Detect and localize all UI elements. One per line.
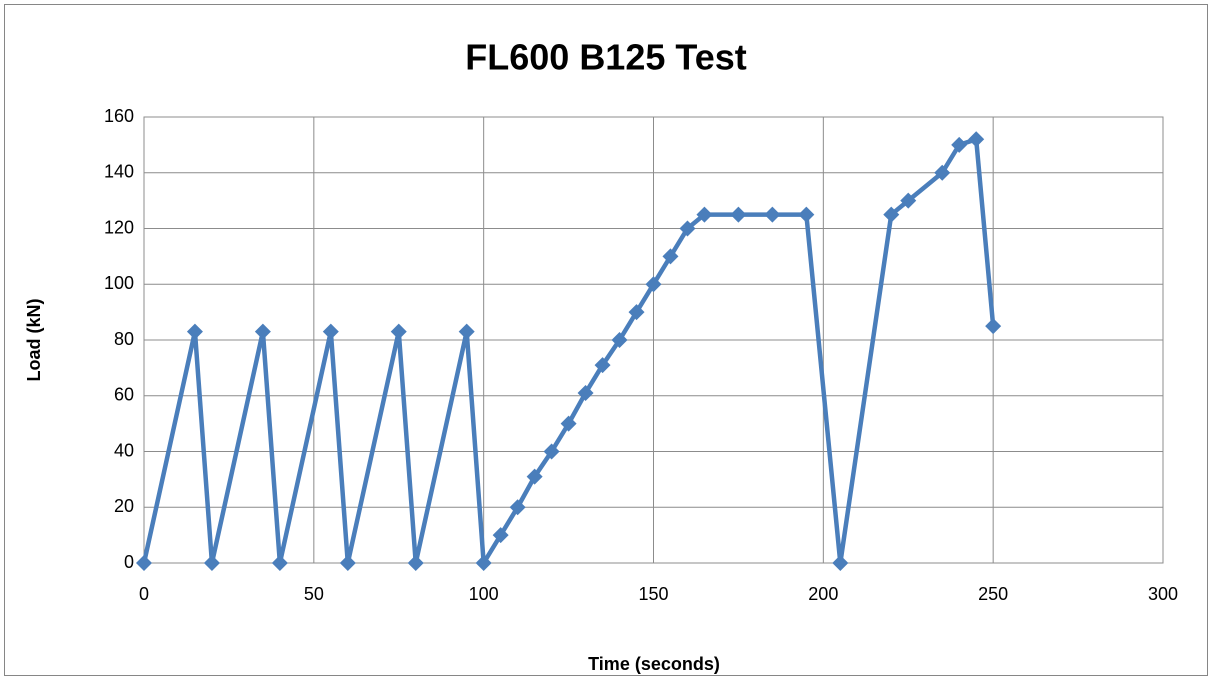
data-marker	[628, 304, 645, 321]
data-marker	[968, 131, 985, 148]
data-marker	[254, 323, 271, 340]
x-tick-label: 50	[304, 584, 324, 604]
x-tick-label: 200	[808, 584, 838, 604]
chart-title: FL600 B125 Test	[465, 37, 746, 78]
x-tick-label: 250	[978, 584, 1008, 604]
y-tick-label: 0	[124, 552, 134, 572]
y-axis-label: Load (kN)	[24, 298, 44, 381]
data-marker	[645, 276, 662, 293]
data-marker	[458, 323, 475, 340]
data-marker	[679, 220, 696, 237]
data-marker	[526, 468, 543, 485]
data-marker	[407, 555, 424, 571]
data-marker	[764, 206, 781, 223]
y-tick-label: 80	[114, 329, 134, 349]
data-marker	[543, 443, 560, 460]
data-marker	[390, 323, 407, 340]
y-tick-label: 160	[104, 106, 134, 126]
y-tick-label: 20	[114, 496, 134, 516]
y-tick-label: 120	[104, 217, 134, 237]
data-marker	[577, 384, 594, 401]
x-tick-label: 300	[1148, 584, 1178, 604]
data-marker	[322, 323, 339, 340]
data-marker	[730, 206, 747, 223]
data-marker	[934, 164, 951, 181]
data-marker	[951, 136, 968, 153]
data-marker	[900, 192, 917, 209]
data-marker	[696, 206, 713, 223]
data-marker	[798, 206, 815, 223]
x-tick-label: 0	[139, 584, 149, 604]
data-marker	[662, 248, 679, 265]
data-marker	[475, 555, 492, 571]
x-tick-label: 150	[638, 584, 668, 604]
data-marker	[186, 323, 203, 340]
data-marker	[611, 332, 628, 348]
y-tick-label: 140	[104, 162, 134, 182]
data-marker	[339, 555, 356, 571]
data-marker	[509, 499, 526, 516]
data-marker	[271, 555, 288, 571]
data-marker	[492, 527, 509, 544]
data-marker	[832, 555, 849, 571]
x-tick-label: 100	[469, 584, 499, 604]
data-marker	[136, 555, 152, 571]
data-marker	[560, 415, 577, 432]
data-marker	[883, 206, 900, 223]
data-marker	[594, 357, 611, 374]
x-axis-label: Time (seconds)	[588, 654, 720, 674]
data-marker	[985, 318, 1002, 335]
y-tick-label: 60	[114, 385, 134, 405]
data-marker	[203, 555, 220, 571]
y-tick-label: 40	[114, 440, 134, 460]
data-line	[141, 137, 996, 566]
y-tick-label: 100	[104, 273, 134, 293]
